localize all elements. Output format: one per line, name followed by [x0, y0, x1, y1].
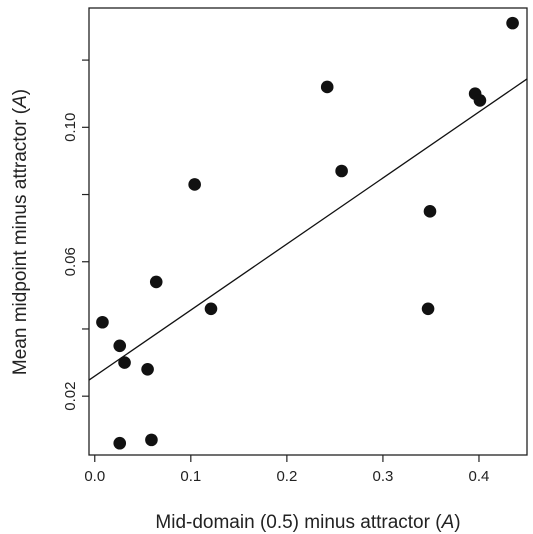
- x-tick-label-0: 0.0: [84, 468, 105, 485]
- data-point-6: [149, 275, 163, 289]
- data-point-1: [113, 339, 127, 353]
- data-point-14: [473, 94, 487, 107]
- y-tick-label-4: 0.10: [62, 113, 79, 142]
- data-point-12: [423, 205, 437, 218]
- x-axis: 0.0 0.1 0.2 0.3 0.4: [84, 455, 489, 485]
- regression-line: [88, 78, 528, 381]
- plot-frame: [88, 7, 528, 456]
- y-tick-label-0: 0.02: [62, 382, 79, 411]
- x-tick-label-4: 0.4: [469, 468, 490, 485]
- data-point-7: [188, 178, 201, 191]
- x-tick-label-2: 0.2: [276, 468, 297, 485]
- data-point-0: [96, 315, 109, 329]
- y-tick-label-2: 0.06: [62, 247, 79, 276]
- data-point-3: [118, 356, 131, 369]
- data-point-11: [421, 302, 435, 316]
- data-point-10: [335, 164, 348, 178]
- data-point-8: [204, 302, 218, 316]
- data-point-4: [141, 362, 154, 376]
- data-point-5: [145, 433, 158, 447]
- data-point-9: [320, 80, 334, 94]
- x-axis-title: Mid-domain (0.5) minus attractor (A): [155, 512, 460, 533]
- x-tick-label-3: 0.3: [372, 468, 393, 485]
- x-tick-label-1: 0.1: [180, 468, 201, 485]
- y-axis: 0.02 0.06 0.10: [62, 59, 89, 411]
- data-point-15: [506, 16, 519, 30]
- data-point-2: [113, 436, 127, 450]
- y-axis-title: Mean midpoint minus attractor (A): [10, 89, 31, 375]
- data-points: [96, 16, 519, 450]
